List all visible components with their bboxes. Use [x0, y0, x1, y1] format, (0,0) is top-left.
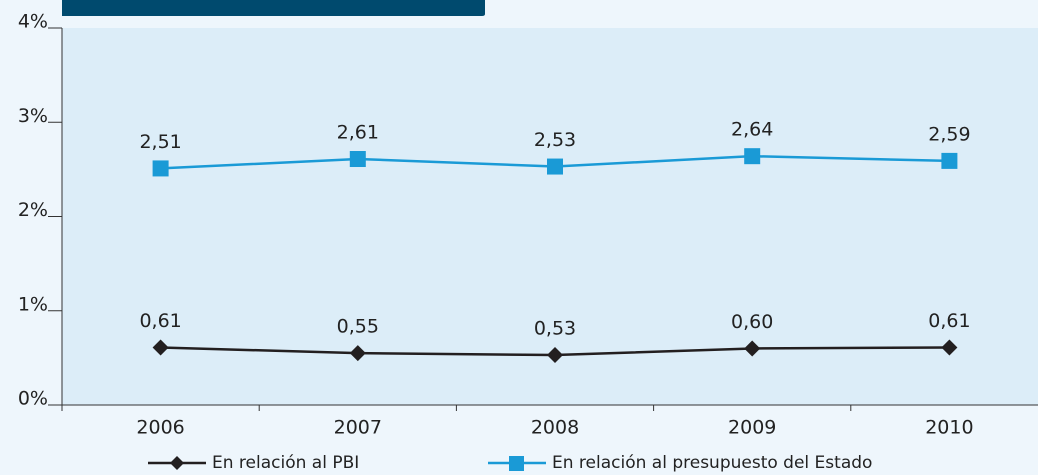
legend-marker — [170, 456, 184, 470]
data-label: 0,61 — [139, 310, 181, 332]
data-label: 0,53 — [534, 318, 576, 340]
data-label: 2,61 — [337, 122, 379, 144]
data-label: 2,53 — [534, 129, 576, 151]
point — [941, 339, 958, 356]
x-tick-label: 2007 — [334, 417, 382, 439]
data-label: 2,64 — [731, 119, 773, 141]
point — [547, 347, 563, 364]
plot-area — [62, 28, 1038, 405]
header-bar — [62, 0, 485, 16]
y-tick-label: 3% — [18, 105, 48, 127]
data-label: 2,51 — [139, 131, 181, 153]
point — [349, 345, 366, 362]
legend-marker — [509, 456, 524, 471]
x-tick-label: 2010 — [925, 417, 973, 439]
x-tick-label: 2008 — [531, 417, 579, 439]
point — [152, 160, 169, 177]
y-tick-label: 2% — [18, 199, 48, 221]
x-tick-label: 2009 — [728, 417, 776, 439]
y-tick-label: 1% — [18, 293, 48, 315]
point — [744, 340, 761, 357]
legend-label: En relación al PBI — [212, 453, 359, 473]
point — [744, 148, 761, 165]
y-tick-label: 0% — [18, 388, 48, 410]
point — [547, 158, 563, 175]
data-label: 0,55 — [337, 316, 379, 338]
legend-label: En relación al presupuesto del Estado — [552, 453, 872, 473]
y-tick-label: 4% — [18, 11, 48, 33]
data-label: 2,59 — [928, 123, 970, 145]
point — [152, 339, 169, 356]
point — [349, 151, 366, 168]
x-tick-label: 2006 — [136, 417, 184, 439]
data-label: 0,60 — [731, 311, 773, 333]
data-label: 0,61 — [928, 310, 970, 332]
point — [941, 152, 958, 169]
